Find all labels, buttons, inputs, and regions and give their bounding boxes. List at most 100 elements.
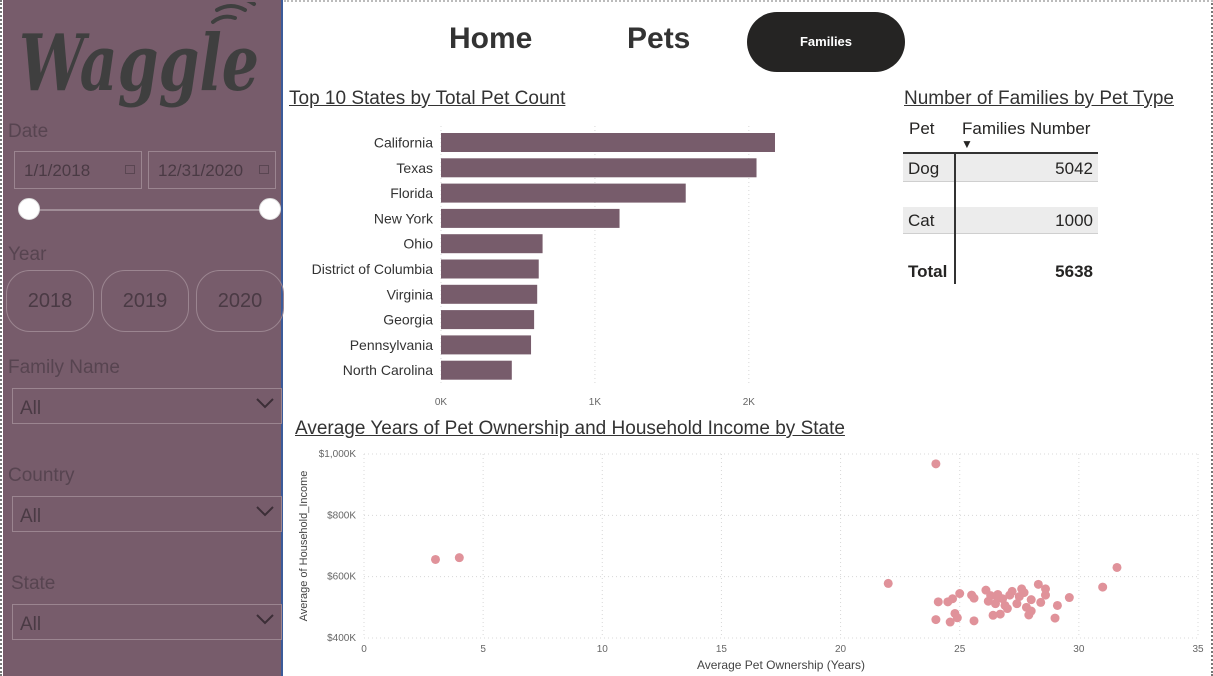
logo-wordmark: Waggle — [19, 18, 259, 109]
scatter-y-tick-label: $1,000K — [319, 449, 357, 460]
bar-category-label: New York — [374, 210, 434, 226]
state-dropdown[interactable]: All — [12, 604, 282, 640]
scatter-point — [1007, 586, 1017, 596]
chevron-down-icon[interactable] — [256, 612, 274, 626]
top-states-bar-chart: 0K 1K 2K California Texas Florida New York Ohio… — [312, 126, 775, 408]
family-name-label: Family Name — [8, 357, 120, 378]
scatter-point — [1012, 599, 1022, 609]
scatter-point — [952, 613, 962, 623]
bar-category-label: North Carolina — [343, 362, 433, 378]
year-button-2020[interactable]: 2020 — [196, 270, 284, 332]
bar-category-label: California — [374, 135, 433, 151]
column-header-families-number[interactable]: Families Number — [962, 119, 1091, 138]
date-range-end-handle[interactable] — [259, 198, 281, 220]
date-range-start-handle[interactable] — [18, 198, 40, 220]
nav-pets-button[interactable]: Pets — [627, 22, 691, 55]
scatter-x-tick-label: 15 — [716, 644, 728, 655]
family-name-dropdown[interactable]: All — [12, 388, 282, 424]
scatter-x-tick-label: 30 — [1073, 644, 1085, 655]
scatter-point — [1052, 600, 1062, 610]
country-label: Country — [8, 465, 75, 486]
column-divider — [954, 152, 956, 284]
scatter-point — [955, 589, 965, 599]
chevron-down-icon[interactable] — [256, 504, 274, 518]
table-title: Number of Families by Pet Type — [904, 88, 1174, 109]
scatter-y-tick-label: $800K — [327, 510, 356, 521]
scatter-chart-title: Average Years of Pet Ownership and House… — [295, 418, 845, 439]
date-range-slider-track[interactable] — [29, 209, 273, 211]
bar-x-tick-label: 1K — [589, 397, 602, 408]
scatter-x-tick-label: 5 — [480, 644, 486, 655]
bar — [441, 133, 775, 152]
filter-sidebar: Waggle Date 1/1/2018 12/31/2020 Year 201… — [3, 0, 284, 676]
chevron-down-icon[interactable] — [256, 396, 274, 410]
table-row[interactable] — [903, 154, 1098, 182]
waggle-logo: Waggle — [19, 2, 259, 109]
scatter-point — [1036, 597, 1046, 607]
bar — [441, 234, 543, 254]
scatter-point — [430, 554, 440, 564]
end-date-value: 12/31/2020 — [158, 161, 244, 180]
scatter-point — [1112, 562, 1122, 572]
scatter-x-tick-label: 25 — [954, 644, 966, 655]
bar — [441, 284, 538, 304]
bar — [441, 310, 535, 330]
scatter-point — [945, 617, 955, 627]
state-value: All — [20, 614, 42, 635]
row-cat-value: 1000 — [1055, 211, 1093, 230]
date-label: Date — [8, 121, 49, 142]
scatter-point — [931, 615, 941, 625]
scatter-x-tick-label: 35 — [1192, 644, 1204, 655]
bar-category-label: Florida — [390, 185, 433, 201]
scatter-point — [948, 594, 958, 604]
bar-chart-title: Top 10 States by Total Pet Count — [289, 88, 566, 109]
ownership-income-scatter-chart: 0 5 10 15 20 25 30 35 $400K $600K $800K $1,000K Aver… — [298, 449, 1204, 672]
bar — [441, 158, 757, 178]
scatter-y-axis-label: Average of Household_Income — [298, 471, 310, 622]
scatter-y-tick-label: $600K — [327, 572, 356, 583]
bar-category-label: Virginia — [387, 286, 434, 302]
end-date-input[interactable]: 12/31/2020 — [148, 151, 276, 189]
year-button-2019[interactable]: 2019 — [101, 270, 189, 332]
total-label: Total — [908, 262, 948, 281]
row-dog-value: 5042 — [1055, 159, 1093, 178]
bar — [441, 183, 686, 203]
table-row[interactable] — [903, 207, 1098, 234]
state-label: State — [11, 573, 56, 594]
scatter-x-tick-label: 10 — [597, 644, 609, 655]
bar-x-tick-label: 0K — [435, 397, 448, 408]
bar-category-label: Georgia — [383, 312, 433, 328]
calendar-icon[interactable] — [259, 165, 269, 174]
scatter-point — [931, 459, 941, 469]
bar-x-tick-label: 2K — [743, 397, 756, 408]
scatter-point — [1026, 606, 1036, 616]
scatter-point — [1098, 582, 1108, 592]
pet-type-table: Pet Families Number ▼ Dog 5042 Cat 1000 … — [903, 112, 1103, 292]
bar — [441, 208, 620, 228]
header-divider — [903, 152, 1098, 154]
bar-category-label: District of Columbia — [312, 261, 434, 277]
column-header-pet[interactable]: Pet — [909, 119, 935, 138]
nav-families-button[interactable]: Families — [747, 12, 905, 72]
scatter-y-tick-label: $400K — [327, 633, 356, 644]
scatter-point — [1050, 613, 1060, 623]
sort-descending-icon[interactable]: ▼ — [961, 137, 973, 151]
country-dropdown[interactable]: All — [12, 496, 282, 532]
scatter-point — [1040, 584, 1050, 594]
start-date-value: 1/1/2018 — [24, 161, 91, 180]
row-cat-pet: Cat — [908, 211, 935, 230]
scatter-x-tick-label: 0 — [361, 644, 367, 655]
calendar-icon[interactable] — [125, 165, 135, 174]
scatter-point — [969, 616, 979, 626]
scatter-point — [933, 597, 943, 607]
country-value: All — [20, 506, 42, 527]
scatter-point — [995, 609, 1005, 619]
bar-category-label: Ohio — [403, 236, 433, 252]
year-button-2018[interactable]: 2018 — [6, 270, 94, 332]
scatter-point — [988, 610, 998, 620]
total-value: 5638 — [1055, 262, 1093, 281]
start-date-input[interactable]: 1/1/2018 — [14, 151, 142, 189]
family-name-value: All — [20, 398, 42, 419]
nav-home-button[interactable]: Home — [449, 22, 533, 55]
year-label: Year — [8, 244, 47, 265]
